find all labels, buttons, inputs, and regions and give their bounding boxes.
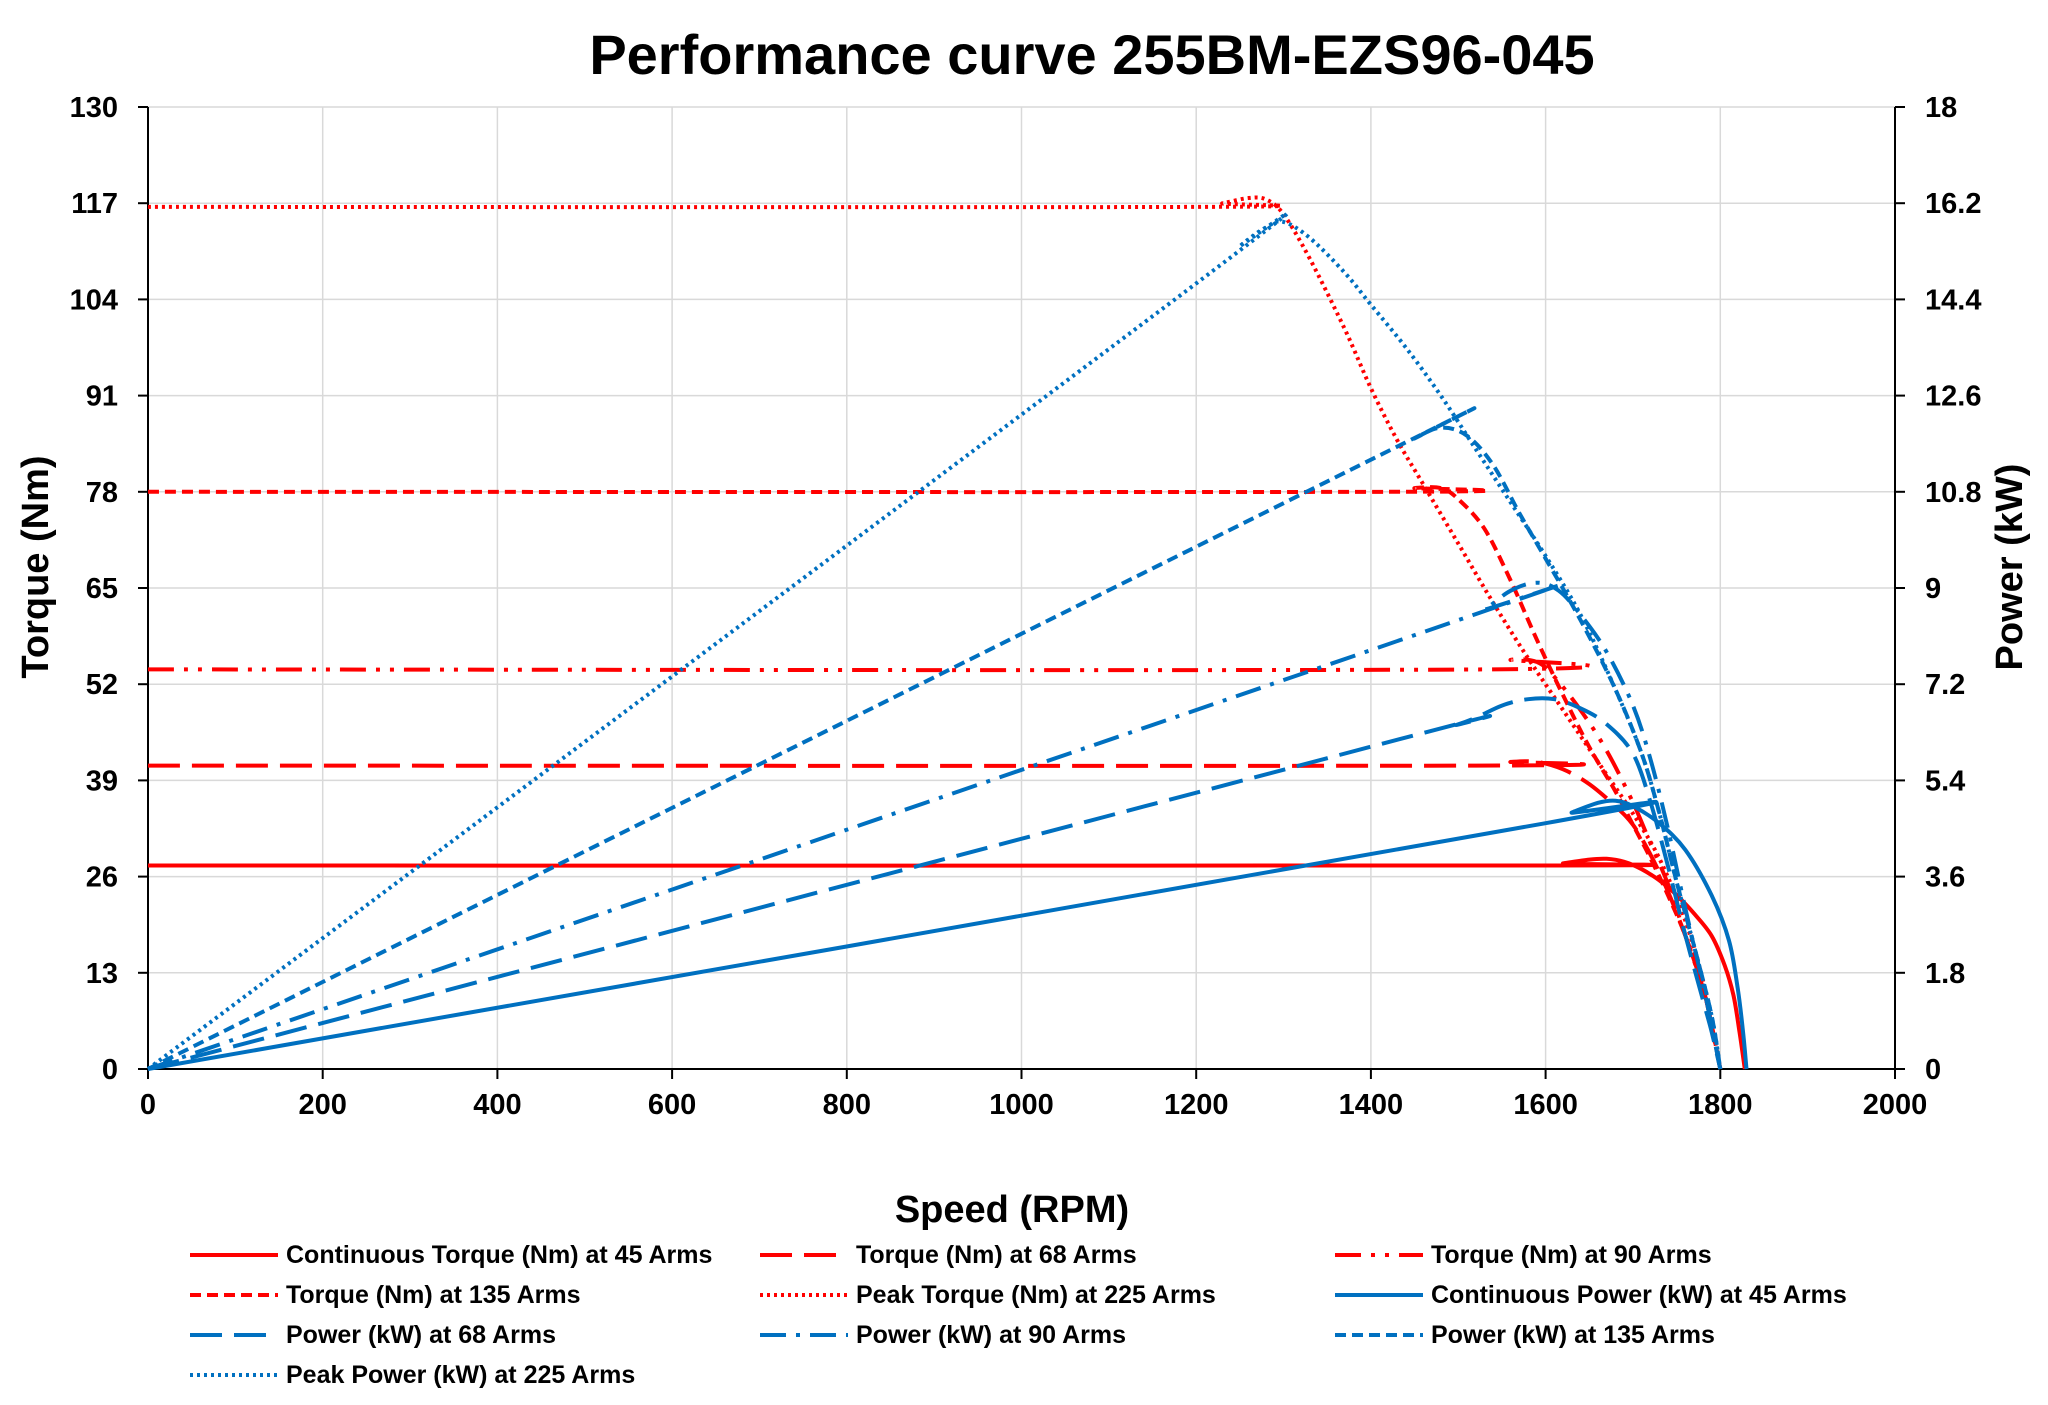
axes: 0 200 400 600 800 1000 1200 1400 1600 1800 2000013…: [70, 92, 1982, 1121]
y-tick-label: 52: [86, 669, 118, 701]
legend-entry-2: Torque (Nm) at 68 Arms: [856, 1241, 1137, 1269]
y2-tick-label: 1.8: [1925, 958, 1965, 990]
legend-entry-5: Peak Torque (Nm) at 225 Arms: [856, 1281, 1216, 1309]
y-tick-label: 13: [86, 958, 118, 990]
series-line-9: [147, 406, 1723, 1071]
x-tick-label: 1200: [1164, 1089, 1229, 1121]
y2-tick-label: 12.6: [1925, 381, 1981, 413]
y-tick-label: 26: [86, 862, 118, 894]
y-tick-label: 39: [86, 765, 118, 797]
legend-entry-1: Continuous Torque (Nm) at 45 Arms: [286, 1241, 712, 1269]
series-line-1: [147, 856, 1747, 1070]
legend-entry-4: Torque (Nm) at 135 Arms: [286, 1281, 581, 1309]
legend-entry-3: Torque (Nm) at 90 Arms: [1431, 1241, 1712, 1269]
legend-entry-10: Peak Power (kW) at 225 Arms: [286, 1361, 635, 1389]
y2-tick-label: 14.4: [1925, 284, 1981, 316]
grid: [148, 106, 1896, 1069]
x-tick-label: 1400: [1339, 1089, 1404, 1121]
legend: Continuous Torque (Nm) at 45 Arms Torque …: [190, 1241, 1847, 1389]
x-tick-label: 2000: [1863, 1089, 1928, 1121]
x-tick-label: 0: [140, 1089, 156, 1121]
x-tick-label: 200: [299, 1089, 347, 1121]
series-line-5: [147, 195, 1723, 1070]
y2-tick-label: 5.4: [1925, 765, 1965, 797]
series-line-10: [146, 211, 1723, 1071]
series-layer: [146, 195, 1749, 1071]
legend-entry-7: Power (kW) at 68 Arms: [286, 1321, 556, 1349]
x-tick-label: 1800: [1688, 1089, 1753, 1121]
series-line-8: [147, 580, 1723, 1071]
y-tick-label: 130: [70, 92, 118, 124]
y-tick-label: 65: [86, 573, 118, 605]
x-axis-label: Speed (RPM): [895, 1189, 1129, 1231]
series-line-4: [147, 485, 1723, 1070]
y2-tick-label: 7.2: [1925, 669, 1965, 701]
y2-tick-label: 3.6: [1925, 862, 1965, 894]
series-line-6: [147, 798, 1749, 1071]
y-tick-label: 104: [70, 284, 118, 316]
legend-entry-8: Power (kW) at 90 Arms: [856, 1321, 1126, 1349]
y-tick-label: 117: [71, 188, 118, 220]
x-tick-label: 600: [648, 1089, 696, 1121]
y2-tick-label: 10.8: [1925, 477, 1981, 509]
y-axis-label: Torque (Nm): [15, 455, 57, 678]
y2-tick-label: 18: [1925, 92, 1957, 124]
y-tick-label: 78: [86, 477, 118, 509]
x-tick-label: 1600: [1513, 1089, 1578, 1121]
y-tick-label: 0: [102, 1054, 118, 1086]
legend-entry-9: Power (kW) at 135 Arms: [1431, 1321, 1715, 1349]
x-tick-label: 400: [473, 1089, 521, 1121]
series-line-7: [147, 696, 1723, 1071]
series-line-2: [147, 759, 1723, 1070]
legend-entry-6: Continuous Power (kW) at 45 Arms: [1431, 1281, 1847, 1309]
x-tick-label: 800: [823, 1089, 871, 1121]
y-tick-label: 91: [86, 381, 118, 413]
y2-tick-label: 9: [1925, 573, 1941, 605]
y2-tick-label: 0: [1925, 1054, 1941, 1086]
chart-title: Performance curve 255BM-EZS96-045: [589, 23, 1594, 86]
y2-axis-label: Power (kW): [1989, 464, 2031, 671]
y2-tick-label: 16.2: [1925, 188, 1981, 220]
x-tick-label: 1000: [989, 1089, 1054, 1121]
